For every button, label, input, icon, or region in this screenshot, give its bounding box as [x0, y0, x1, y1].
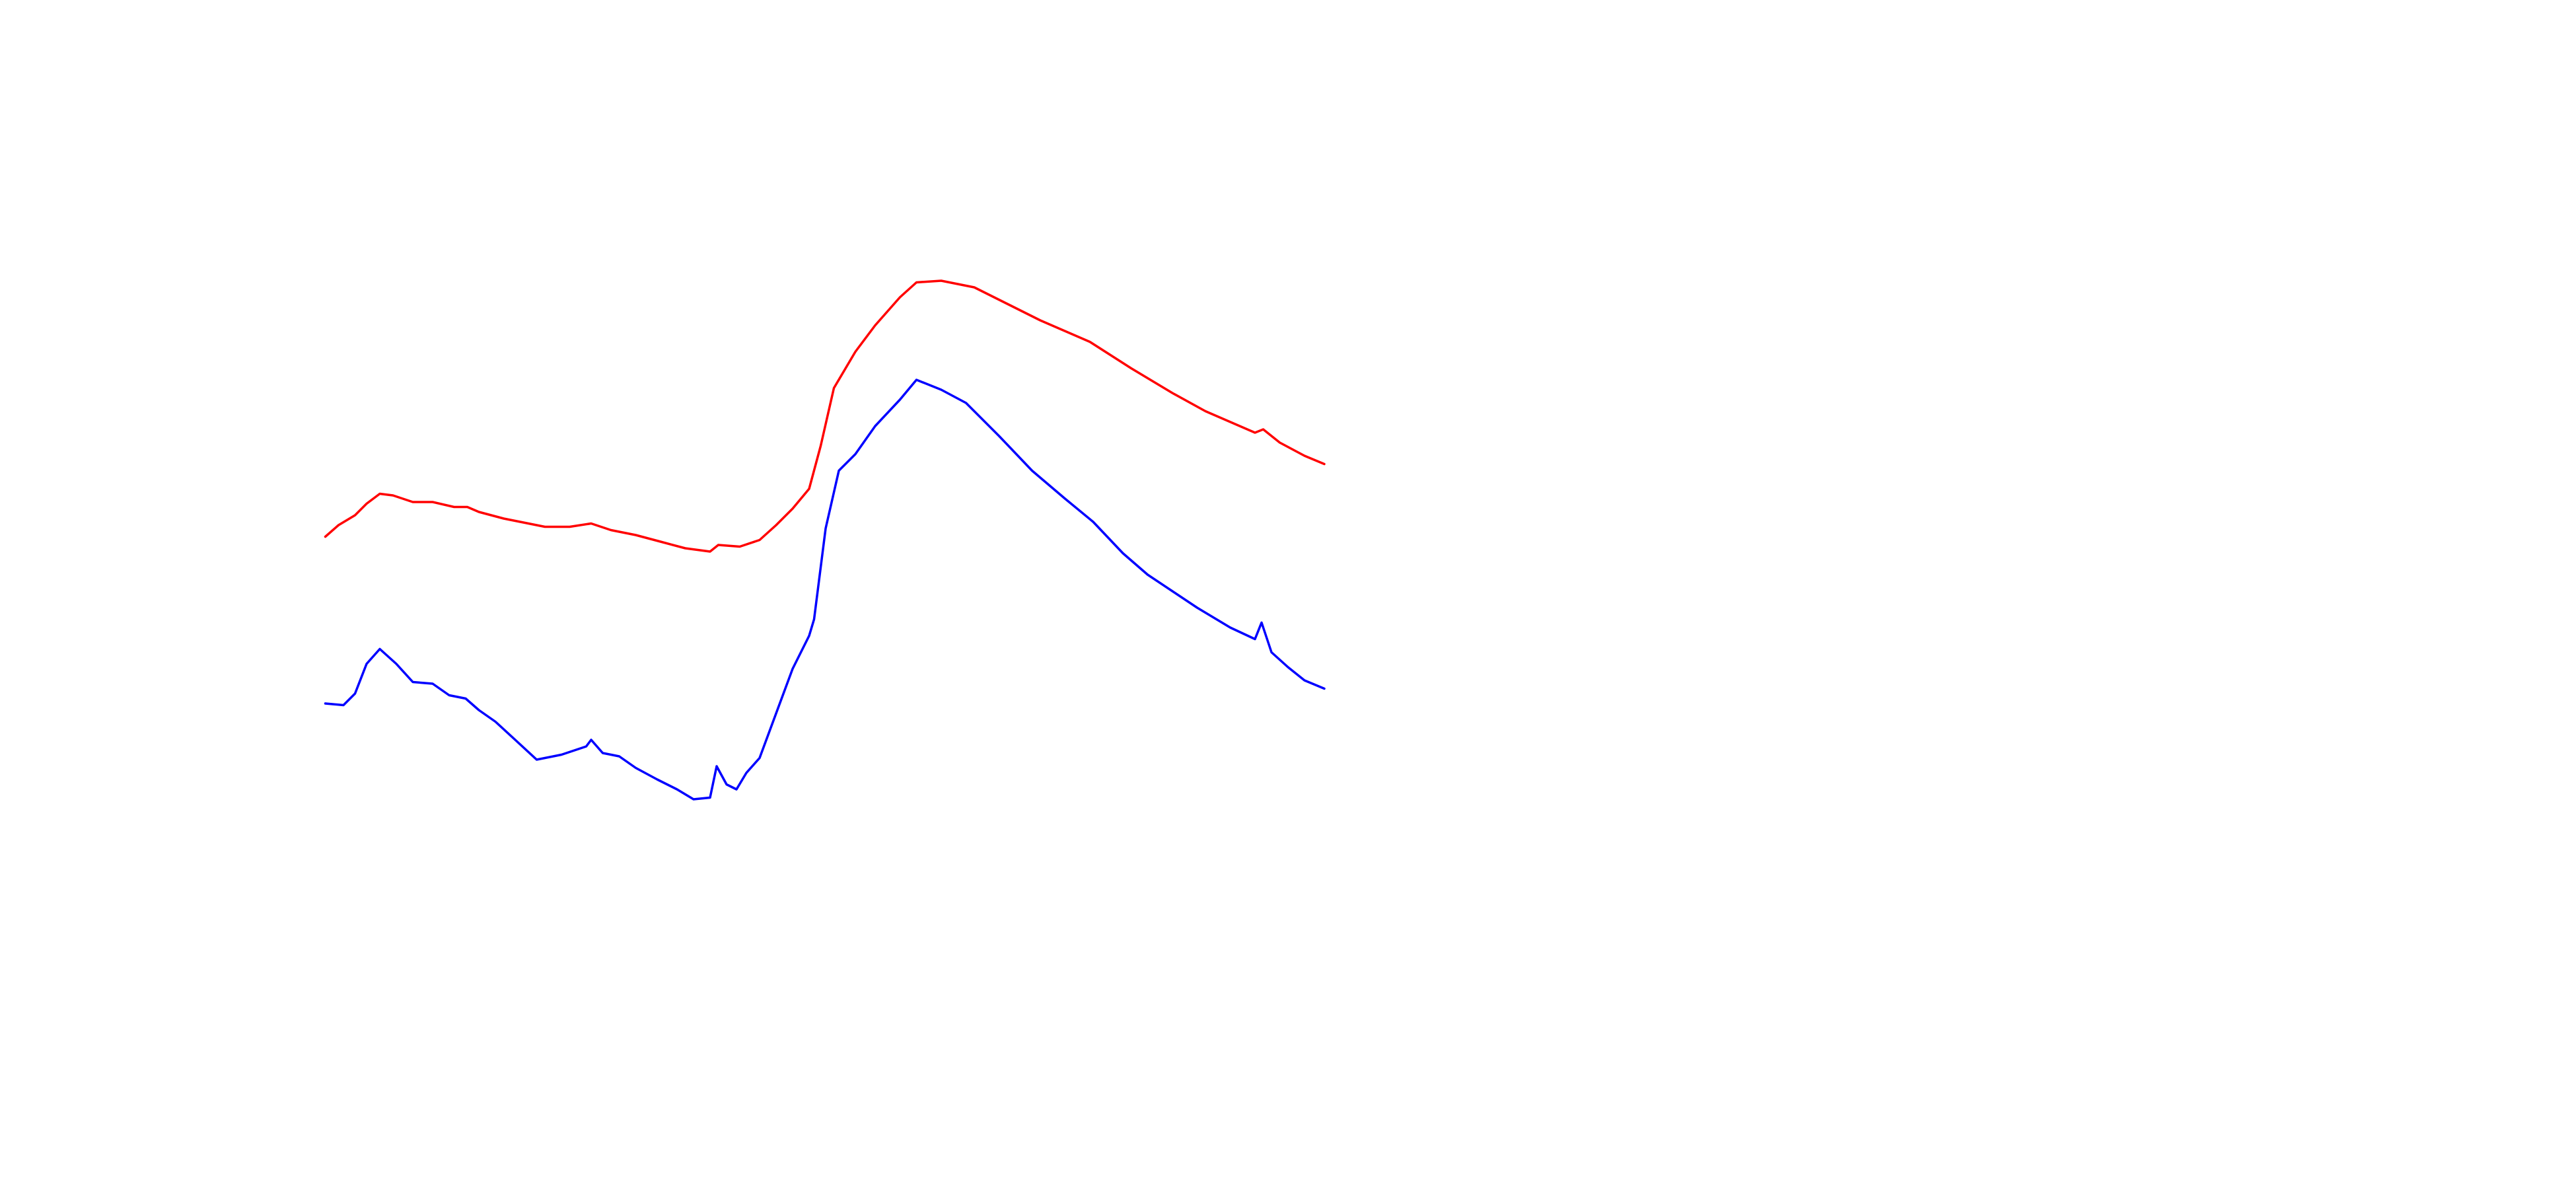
line — [324, 279, 1326, 553]
line — [324, 378, 1326, 801]
